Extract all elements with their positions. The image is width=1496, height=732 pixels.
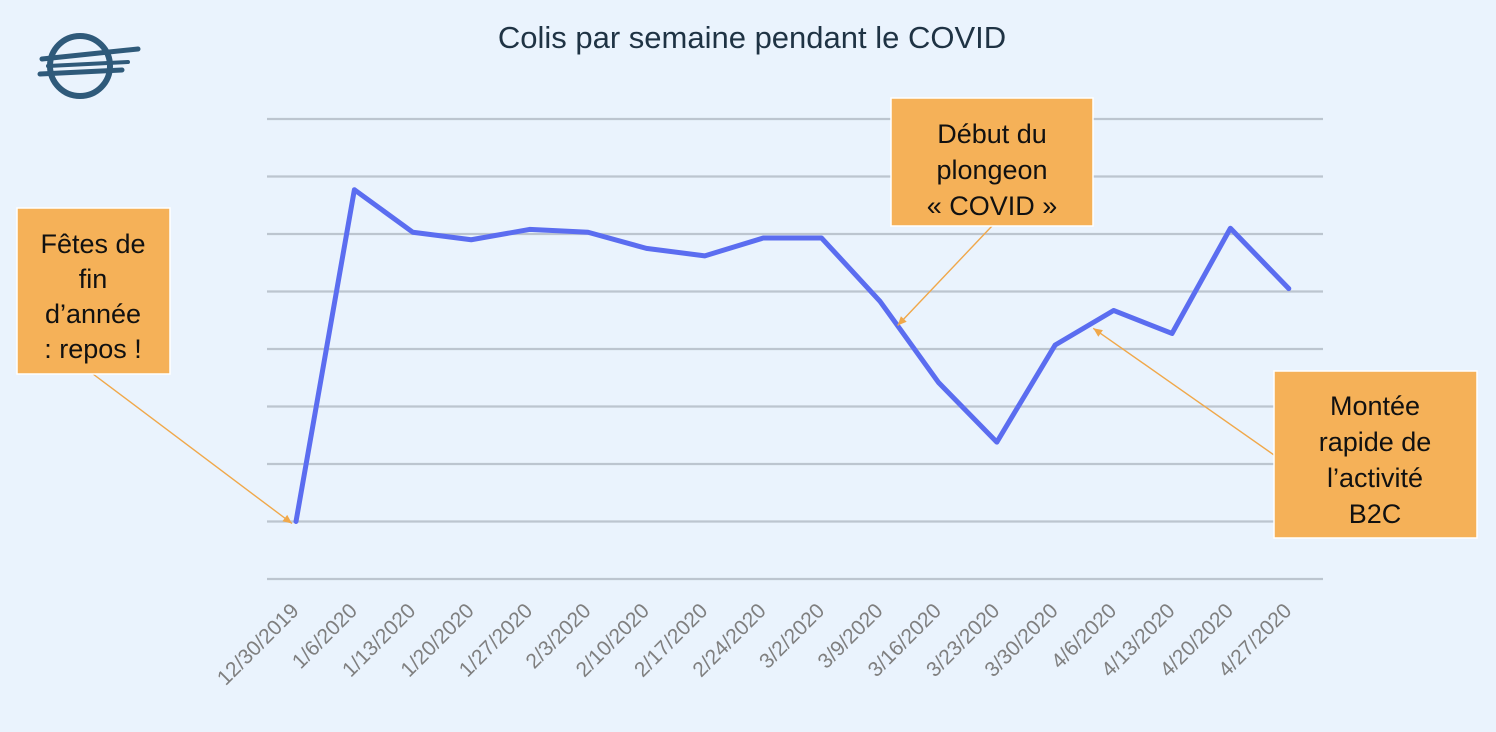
annotation-box xyxy=(890,97,1094,227)
speed-circle-logo-icon xyxy=(37,33,141,99)
annotation-box xyxy=(1273,370,1478,539)
series-line xyxy=(293,187,1292,524)
annotation-leader-line xyxy=(1092,327,1275,456)
annotation-covid-dip: Début du plongeon « COVID » xyxy=(890,97,1094,327)
data-point xyxy=(1286,286,1292,291)
annotation-text-line: Montée xyxy=(1330,391,1420,421)
x-axis-tick-labels: 12/30/20191/6/20201/13/20201/20/20201/27… xyxy=(213,599,1296,690)
annotation-arrowhead xyxy=(897,316,907,326)
annotations-layer: Fêtes de fin d’année : repos ! Début du plong… xyxy=(16,97,1478,539)
annotation-arrowhead xyxy=(282,514,292,524)
annotation-holidays: Fêtes de fin d’année : repos ! xyxy=(16,207,293,525)
annotation-text-line: « COVID » xyxy=(927,191,1058,221)
data-point xyxy=(469,237,474,242)
annotation-text-line: rapide de xyxy=(1319,427,1432,457)
annotation-text-line: fin xyxy=(79,264,108,294)
data-point xyxy=(1228,226,1233,231)
data-point xyxy=(644,246,649,251)
data-point xyxy=(1053,342,1058,348)
gridlines xyxy=(267,117,1323,581)
annotation-text-line: Début du xyxy=(937,119,1047,149)
annotation-leader-line xyxy=(897,225,993,327)
annotation-text-line: d’année xyxy=(45,299,141,329)
annotation-box xyxy=(16,207,171,375)
x-tick-label: 12/30/2019 xyxy=(213,599,304,690)
data-point xyxy=(877,299,883,304)
chart-title: Colis par semaine pendant le COVID xyxy=(498,20,1006,55)
annotation-text-line: l’activité xyxy=(1327,463,1423,493)
annotation-b2c-rise: Montée rapide de l’activité B2C xyxy=(1092,327,1478,539)
data-point xyxy=(994,439,999,445)
data-point xyxy=(527,227,532,232)
annotation-leader-line xyxy=(92,373,293,525)
data-point xyxy=(819,235,824,241)
data-point xyxy=(1169,331,1175,336)
annotation-text-line: Fêtes de xyxy=(40,229,145,259)
annotation-text-line: : repos ! xyxy=(44,334,142,364)
annotation-text-line: plongeon xyxy=(936,155,1047,185)
series-layer xyxy=(293,187,1292,524)
data-point xyxy=(1111,308,1116,313)
annotation-text-line: B2C xyxy=(1349,499,1402,529)
data-point xyxy=(761,235,766,241)
data-point xyxy=(410,230,415,235)
data-point xyxy=(702,253,707,259)
data-point xyxy=(585,230,591,235)
annotation-arrowhead xyxy=(1093,328,1103,337)
data-point xyxy=(293,519,299,524)
data-point xyxy=(352,187,357,192)
data-point xyxy=(936,380,941,385)
